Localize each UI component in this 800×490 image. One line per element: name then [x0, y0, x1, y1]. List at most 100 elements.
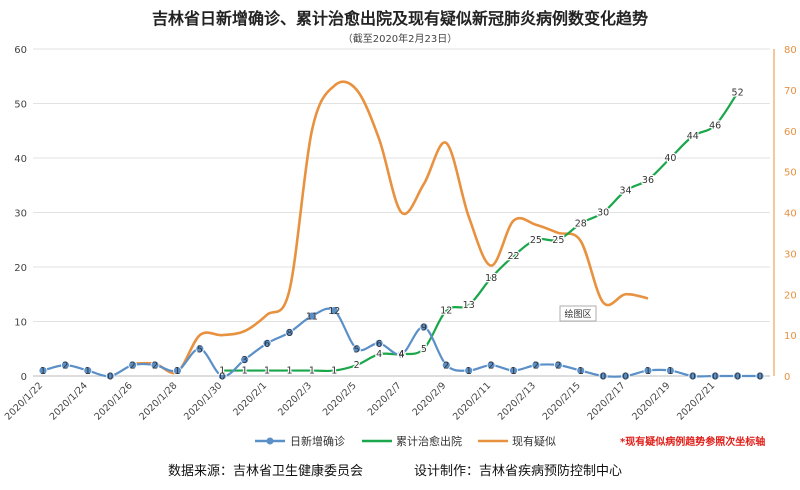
data-label-new-confirmed: 0: [623, 372, 629, 383]
data-label-recovered: 1: [264, 366, 270, 377]
data-point-new-confirmed: [150, 360, 160, 370]
data-label-new-confirmed: 0: [690, 372, 696, 383]
legend-label-new-confirmed: 日新增确诊: [290, 434, 345, 448]
data-label-new-confirmed: 0: [600, 372, 606, 383]
y-left-tick-label: 60: [14, 45, 27, 56]
data-point-new-confirmed: [643, 366, 653, 375]
data-point-new-confirmed: [128, 360, 138, 370]
x-tick-label: 2020/2/3: [276, 380, 314, 418]
data-point-new-confirmed: [262, 338, 272, 348]
legend-label-suspected: 现有疑似: [512, 434, 556, 448]
data-point-new-confirmed: [374, 338, 384, 348]
legend-item-recovered: 累计治愈出院: [362, 434, 462, 448]
data-label-new-confirmed: 2: [130, 361, 136, 372]
data-point-new-confirmed: [217, 371, 227, 381]
data-point-new-confirmed: [598, 371, 608, 381]
chart-title: 吉林省日新增确诊、累计治愈出院及现有疑似新冠肺炎病例数变化趋势: [152, 9, 648, 28]
data-label-new-confirmed: 4: [398, 350, 404, 361]
data-point-new-confirmed: [665, 366, 675, 375]
data-point-new-confirmed: [38, 366, 48, 375]
y-right-tick-label: 60: [784, 127, 797, 138]
data-point-new-confirmed: [486, 360, 496, 370]
data-label-new-confirmed: 5: [197, 344, 203, 355]
y-left-tick-label: 20: [14, 263, 27, 274]
data-label-new-confirmed: 6: [376, 339, 382, 350]
x-tick-label: 2020/1/28: [137, 380, 179, 422]
data-label-new-confirmed: 0: [757, 372, 763, 383]
data-label-new-confirmed: 1: [466, 366, 472, 377]
data-point-new-confirmed: [531, 360, 541, 370]
data-point-new-confirmed: [441, 360, 451, 370]
data-point-new-confirmed: [240, 355, 250, 365]
x-tick-label: 2020/2/17: [585, 380, 627, 422]
data-point-new-confirmed: [397, 349, 406, 359]
x-tick-label: 2020/1/26: [93, 380, 135, 422]
data-label-new-confirmed: 0: [107, 372, 113, 383]
data-label-recovered: 2: [354, 360, 360, 371]
y-right-tick-label: 70: [784, 86, 797, 97]
y-right-tick-label: 0: [784, 372, 790, 383]
plot-area-tag: 绘图区: [559, 305, 597, 322]
legend-label-recovered: 累计治愈出院: [396, 434, 462, 448]
data-label-new-confirmed: 1: [40, 366, 46, 377]
data-label-recovered: 4: [398, 349, 404, 360]
data-point-new-confirmed: [419, 322, 429, 332]
data-point-new-confirmed: [285, 327, 294, 337]
plot-area-tag-text: 绘图区: [564, 308, 591, 320]
x-tick-label: 2020/1/30: [182, 380, 224, 422]
y-right-tick-label: 10: [784, 331, 797, 342]
x-tick-label: 2020/2/13: [496, 380, 538, 422]
y-left-tick-label: 30: [14, 209, 27, 220]
y-right-tick-label: 30: [784, 249, 797, 260]
data-point-new-confirmed: [329, 306, 339, 316]
grid-layer: [33, 48, 770, 377]
data-label-recovered: 1: [219, 366, 225, 377]
x-tick-label: 2020/2/1: [231, 380, 269, 418]
data-label-new-confirmed: 1: [645, 366, 651, 377]
data-label-recovered: 34: [620, 186, 632, 197]
y-left-tick-label: 50: [14, 100, 27, 111]
data-label-new-confirmed: 1: [85, 366, 91, 377]
legend-item-suspected: 现有疑似: [478, 434, 556, 448]
x-tick-label: 2020/2/9: [410, 380, 448, 418]
y-right-tick-label: 40: [784, 209, 797, 220]
x-tick-label: 2020/2/21: [675, 380, 717, 422]
data-point-new-confirmed: [105, 371, 115, 381]
data-label-recovered: 18: [485, 273, 497, 284]
data-point-new-confirmed: [710, 371, 720, 381]
data-point-new-confirmed: [173, 366, 182, 375]
data-label-new-confirmed: 1: [667, 366, 673, 377]
data-label-recovered: 22: [507, 251, 519, 262]
data-label-new-confirmed: 3: [242, 355, 248, 366]
y-left-tick-label: 10: [14, 318, 27, 329]
data-point-new-confirmed: [688, 371, 698, 381]
data-label-recovered: 1: [309, 366, 315, 377]
data-label-new-confirmed: 2: [62, 361, 68, 372]
legend-item-new-confirmed: 日新增确诊: [255, 434, 345, 448]
data-label-new-confirmed: 2: [555, 361, 561, 372]
data-label-recovered: 12: [440, 306, 452, 317]
data-label-new-confirmed: 0: [219, 372, 225, 383]
data-point-new-confirmed: [621, 371, 630, 381]
source-text: 数据来源：吉林省卫生健康委员会: [168, 463, 363, 479]
data-label-new-confirmed: 9: [421, 322, 427, 333]
series-line-new-confirmed: [42, 307, 760, 378]
data-label-new-confirmed: 2: [533, 361, 539, 372]
data-label-recovered: 13: [463, 300, 475, 311]
data-point-new-confirmed: [553, 360, 563, 370]
data-point-new-confirmed: [733, 371, 742, 381]
data-point-new-confirmed: [352, 344, 362, 354]
data-label-new-confirmed: 1: [578, 366, 584, 377]
x-tick-label: 2020/2/5: [321, 380, 359, 418]
data-label-new-confirmed: 6: [264, 339, 270, 350]
x-tick-label: 2020/2/15: [541, 380, 583, 422]
data-label-recovered: 1: [286, 366, 292, 377]
data-label-new-confirmed: 11: [306, 312, 318, 323]
series-layer: [38, 80, 765, 381]
data-label-recovered: 5: [421, 344, 427, 355]
data-label-recovered: 25: [552, 235, 564, 246]
chart-subtitle: （截至2020年2月23日）: [343, 32, 458, 45]
data-label-new-confirmed: 1: [511, 366, 517, 377]
